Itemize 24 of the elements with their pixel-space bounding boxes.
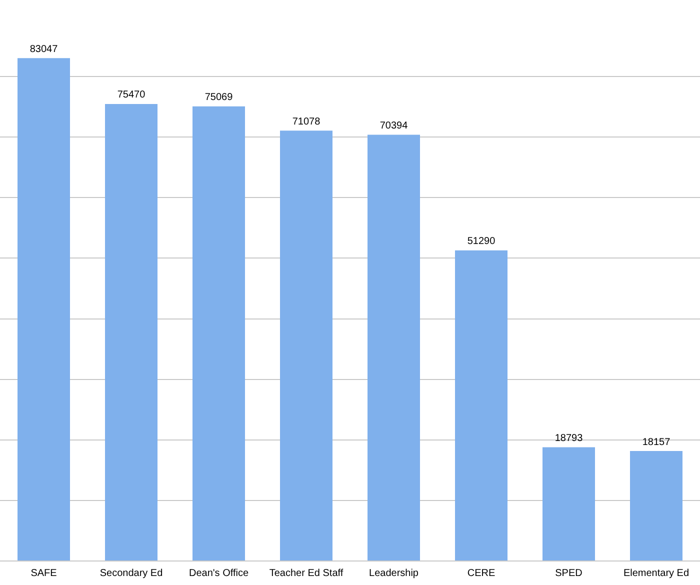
bar: [455, 250, 508, 560]
data-label: 18157: [642, 436, 671, 448]
bar: [368, 134, 420, 560]
data-label: 75069: [204, 92, 234, 104]
data-label: 51290: [467, 236, 496, 248]
x-tick-label: SPED: [555, 568, 582, 579]
x-tick-label: SAFE: [30, 568, 58, 579]
bar: [192, 106, 245, 560]
bar: [542, 447, 595, 560]
data-label: 18793: [554, 432, 584, 444]
data-label: 71078: [292, 116, 321, 128]
bar: [18, 58, 70, 560]
data-label: 70394: [380, 120, 408, 132]
x-tick-label: Dean's Office: [188, 568, 249, 579]
x-tick-label: CERE: [467, 568, 496, 579]
x-tick-label: Leadership: [369, 568, 419, 579]
bar: [105, 104, 158, 560]
bar: [630, 451, 682, 560]
data-label: 75470: [117, 90, 146, 101]
x-tick-label: Teacher Ed Staff: [269, 568, 344, 579]
x-tick-label: Elementary Ed: [623, 568, 690, 579]
data-label: 83047: [30, 44, 58, 55]
x-tick-label: Secondary Ed: [100, 568, 163, 579]
bar: [280, 130, 332, 560]
